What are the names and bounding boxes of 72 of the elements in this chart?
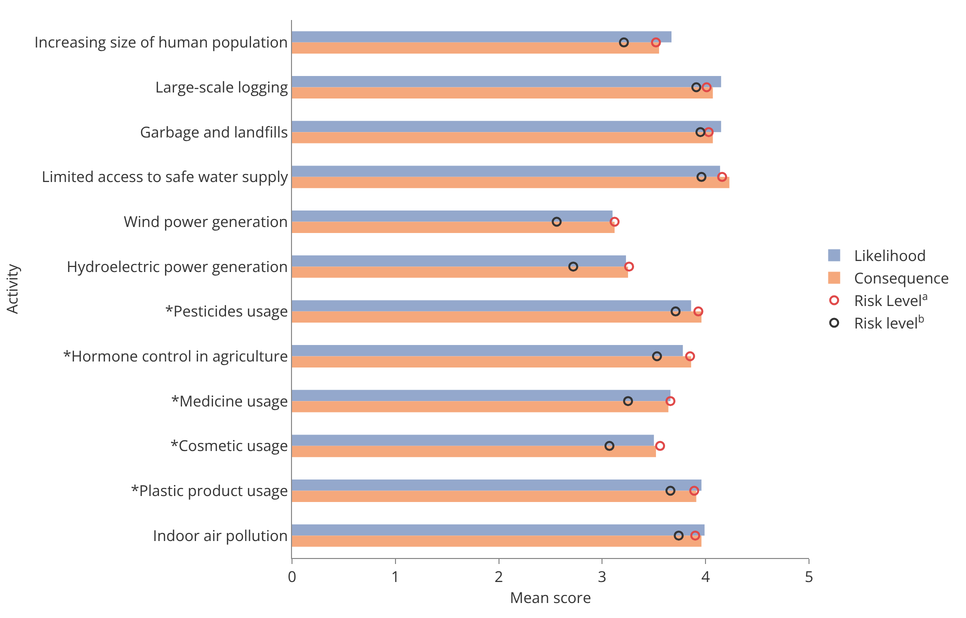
bar	[292, 311, 702, 323]
point	[624, 262, 634, 272]
bar	[292, 480, 702, 491]
y-tick-label: Increasing size of human population	[34, 32, 288, 53]
bar	[292, 76, 722, 88]
bar	[292, 356, 692, 368]
bar	[292, 266, 628, 278]
x-tick-label: 1	[391, 567, 400, 587]
x-axis-title: Mean score	[510, 588, 592, 608]
bar	[292, 166, 720, 177]
point	[665, 486, 676, 496]
y-tick-label: Wind power generation	[124, 212, 288, 232]
legend-label: Consequence	[854, 268, 950, 289]
bar	[292, 255, 626, 267]
x-tick-label: 4	[701, 567, 710, 587]
bar	[292, 434, 654, 446]
legend-label: Likelihood	[854, 246, 926, 266]
y-tick-label: *Cosmetic usage	[170, 436, 288, 456]
bar	[292, 300, 692, 312]
x-tick-label: 0	[288, 567, 296, 587]
point	[690, 530, 700, 541]
y-tick-label: *Hormone control in agriculture	[62, 346, 288, 366]
x-tick-label: 3	[598, 567, 606, 587]
point	[655, 440, 666, 451]
point	[604, 440, 614, 451]
y-tick-label: *Pesticides usage	[165, 302, 288, 322]
bar	[292, 132, 713, 144]
point	[717, 172, 728, 182]
point	[652, 351, 662, 362]
bar	[292, 401, 668, 412]
y-axis-title: Activity	[2, 264, 23, 314]
point	[552, 216, 562, 227]
point	[693, 306, 704, 316]
point	[674, 530, 684, 541]
point	[650, 37, 661, 48]
bar	[292, 345, 683, 356]
point	[618, 37, 629, 48]
x-tick-label: 2	[494, 567, 504, 587]
bar	[292, 524, 705, 536]
x-tick-label: 5	[804, 567, 814, 587]
bar	[292, 176, 730, 188]
legend-label: Risk level$^{b}$	[854, 312, 924, 334]
bar	[292, 490, 696, 502]
point	[696, 172, 706, 182]
point	[702, 82, 712, 92]
bar	[292, 87, 713, 98]
point	[689, 486, 700, 496]
y-tick-label: *Plastic product usage	[130, 481, 288, 501]
bar	[292, 446, 656, 458]
point	[695, 127, 706, 138]
point	[685, 351, 696, 362]
y-tick-label: Indoor air pollution	[152, 526, 288, 546]
y-tick-label: Limited access to safe water supply	[42, 167, 288, 188]
point	[665, 396, 676, 406]
bar	[292, 390, 670, 402]
bar	[292, 536, 702, 547]
point	[704, 127, 714, 138]
bar	[292, 42, 660, 54]
point	[670, 306, 681, 316]
legend-label: Risk Level$^{a}$	[854, 290, 928, 312]
point	[610, 216, 620, 227]
y-tick-label: Hydroelectric power generation	[66, 256, 288, 277]
bar	[292, 210, 613, 222]
point	[691, 82, 702, 92]
y-tick-label: *Medicine usage	[171, 391, 288, 412]
bar	[292, 120, 722, 132]
point	[623, 396, 634, 406]
bar	[292, 31, 672, 42]
y-tick-label: Garbage and landfills	[140, 122, 288, 142]
bar	[292, 222, 615, 233]
y-tick-label: Large-scale logging	[155, 78, 288, 98]
point	[568, 262, 578, 272]
